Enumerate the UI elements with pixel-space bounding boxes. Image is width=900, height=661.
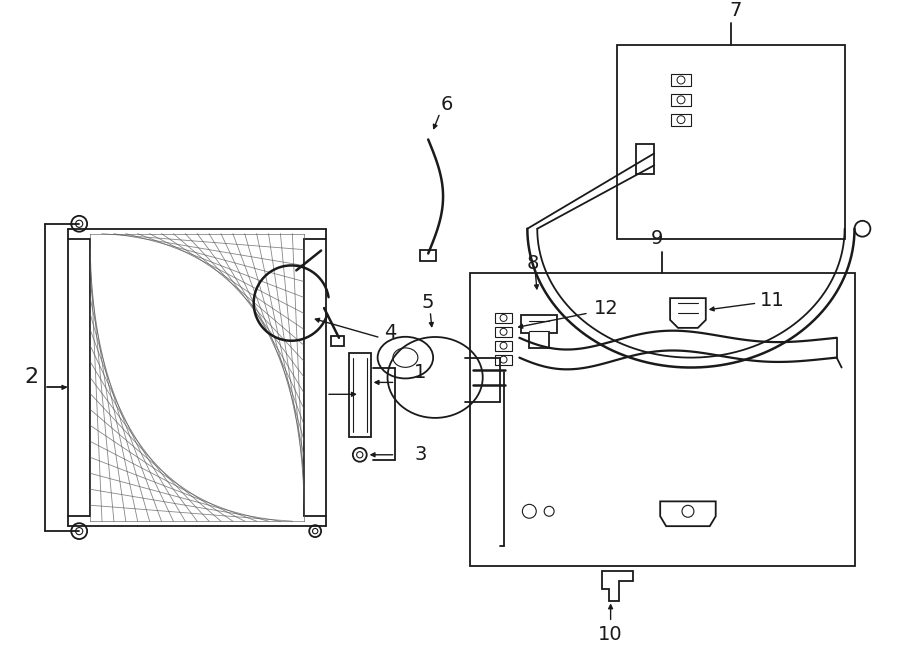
- Text: 4: 4: [384, 323, 397, 342]
- Text: 3: 3: [414, 446, 427, 464]
- Text: 11: 11: [760, 291, 785, 309]
- Bar: [671, 94, 691, 106]
- Bar: [495, 355, 512, 365]
- Text: 2: 2: [24, 368, 39, 387]
- Bar: [331, 336, 344, 346]
- Text: 9: 9: [651, 229, 663, 248]
- Text: 5: 5: [422, 293, 435, 311]
- Text: 8: 8: [527, 254, 539, 273]
- Bar: [349, 353, 371, 437]
- Bar: [495, 341, 512, 351]
- Circle shape: [71, 524, 87, 539]
- Bar: [495, 313, 512, 323]
- Bar: [470, 274, 854, 566]
- Text: 10: 10: [598, 625, 623, 644]
- Text: 12: 12: [594, 299, 619, 317]
- Text: 1: 1: [414, 363, 427, 382]
- Bar: [671, 74, 691, 86]
- Bar: [495, 327, 512, 337]
- Text: 7: 7: [729, 1, 742, 20]
- Circle shape: [310, 525, 321, 537]
- Bar: [616, 46, 844, 239]
- Bar: [420, 250, 436, 262]
- Circle shape: [353, 448, 366, 462]
- Circle shape: [71, 216, 87, 232]
- Text: 6: 6: [441, 95, 454, 114]
- Bar: [671, 114, 691, 126]
